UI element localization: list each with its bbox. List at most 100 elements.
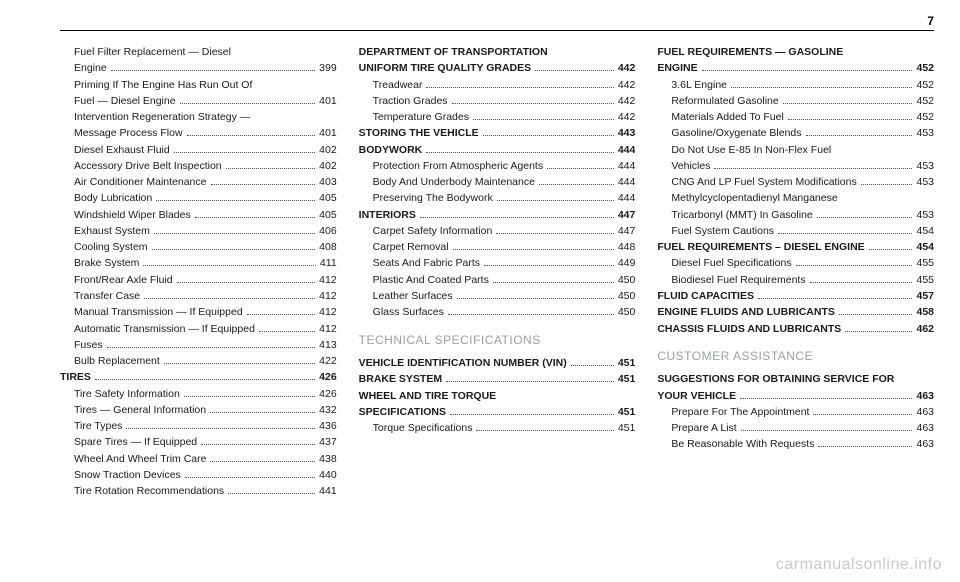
- toc-entry-page: 442: [616, 77, 636, 93]
- toc-entry: Be Reasonable With Requests463: [657, 436, 934, 452]
- toc-entry-page: 437: [317, 434, 337, 450]
- toc-entry: Transfer Case412: [60, 288, 337, 304]
- toc-entry-page: 453: [914, 207, 934, 223]
- toc-entry-label: Tire Types: [74, 418, 124, 434]
- toc-entry: Torque Specifications451: [359, 420, 636, 436]
- toc-entry-page: 411: [318, 255, 337, 271]
- toc-entry-page: 451: [616, 404, 636, 420]
- toc-entry-label: Gasoline/Oxygenate Blends: [671, 125, 803, 141]
- toc-entry: Body Lubrication405: [60, 190, 337, 206]
- toc-leader-dots: [426, 144, 614, 153]
- toc-entry: BRAKE SYSTEM 451: [359, 371, 636, 387]
- toc-entry-page: 452: [914, 109, 934, 125]
- toc-leader-dots: [731, 79, 912, 88]
- toc-leader-dots: [813, 406, 912, 415]
- toc-entry-page: 442: [616, 60, 636, 76]
- toc-entry: Fuel System Cautions454: [657, 223, 934, 239]
- toc-entry-page: 412: [317, 304, 337, 320]
- toc-entry-page: 451: [616, 355, 636, 371]
- toc-leader-dots: [247, 306, 315, 315]
- toc-entry-label: Treadwear: [373, 77, 425, 93]
- toc-leader-dots: [452, 95, 614, 104]
- toc-entry-page: 401: [317, 125, 337, 141]
- toc-entry-continuation: DEPARTMENT OF TRANSPORTATION: [359, 44, 636, 60]
- toc-leader-dots: [156, 192, 315, 201]
- toc-entry: ENGINE452: [657, 60, 934, 76]
- toc-leader-dots: [143, 258, 316, 267]
- toc-entry: Fuses413: [60, 337, 337, 353]
- toc-entry-page: 444: [616, 142, 636, 158]
- toc-leader-dots: [483, 127, 614, 136]
- toc-leader-dots: [185, 469, 315, 478]
- toc-entry: Exhaust System406: [60, 223, 337, 239]
- toc-entry-label: YOUR VEHICLE: [657, 388, 738, 404]
- toc-entry-label: Message Process Flow: [74, 125, 185, 141]
- toc-entry: Glass Surfaces450: [359, 304, 636, 320]
- toc-entry: Prepare A List463: [657, 420, 934, 436]
- toc-entry: SPECIFICATIONS 451: [359, 404, 636, 420]
- toc-entry-label: Fuel System Cautions: [671, 223, 776, 239]
- toc-entry: Body And Underbody Maintenance444: [359, 174, 636, 190]
- toc-entry: Message Process Flow 401: [60, 125, 337, 141]
- toc-leader-dots: [810, 274, 913, 283]
- toc-entry-page: 444: [616, 158, 636, 174]
- toc-entry-label: SPECIFICATIONS: [359, 404, 448, 420]
- toc-leader-dots: [869, 241, 913, 250]
- toc-entry: 3.6L Engine 452: [657, 77, 934, 93]
- toc-entry-continuation: Do Not Use E-85 In Non-Flex Fuel: [657, 142, 934, 158]
- toc-entry-page: 444: [616, 174, 636, 190]
- toc-entry-label: BRAKE SYSTEM: [359, 371, 444, 387]
- toc-entry-page: 455: [914, 255, 934, 271]
- toc-entry-label: 3.6L Engine: [671, 77, 729, 93]
- toc-column: Fuel Filter Replacement — DieselEngine39…: [60, 44, 337, 499]
- toc-entry-label: TIRES: [60, 369, 93, 385]
- toc-entry-page: 462: [914, 321, 934, 337]
- toc-entry-label: Biodiesel Fuel Requirements: [671, 272, 807, 288]
- toc-entry-label: Body Lubrication: [74, 190, 154, 206]
- toc-leader-dots: [778, 225, 912, 234]
- toc-leader-dots: [144, 290, 315, 299]
- toc-leader-dots: [741, 422, 913, 431]
- toc-entry-label: Bulb Replacement: [74, 353, 162, 369]
- toc-entry-continuation: Fuel Filter Replacement — Diesel: [60, 44, 337, 60]
- toc-entry-label: Traction Grades: [373, 93, 450, 109]
- toc-entry-page: 451: [616, 371, 636, 387]
- toc-entry: ENGINE FLUIDS AND LUBRICANTS458: [657, 304, 934, 320]
- toc-entry-label: Vehicles: [671, 158, 712, 174]
- toc-leader-dots: [228, 485, 315, 494]
- toc-entry-label: Transfer Case: [74, 288, 142, 304]
- toc-entry-page: 436: [317, 418, 337, 434]
- toc-entry: INTERIORS447: [359, 207, 636, 223]
- toc-entry-label: INTERIORS: [359, 207, 418, 223]
- toc-entry-page: 413: [317, 337, 337, 353]
- toc-leader-dots: [861, 176, 913, 185]
- toc-entry-page: 457: [914, 288, 934, 304]
- toc-entry-page: 450: [616, 304, 636, 320]
- toc-leader-dots: [164, 355, 315, 364]
- toc-entry-label: Front/Rear Axle Fluid: [74, 272, 175, 288]
- toc-leader-dots: [714, 160, 912, 169]
- toc-entry: Carpet Safety Information447: [359, 223, 636, 239]
- toc-entry: Tricarbonyl (MMT) In Gasoline453: [657, 207, 934, 223]
- toc-leader-dots: [758, 290, 913, 299]
- toc-entry: Accessory Drive Belt Inspection402: [60, 158, 337, 174]
- toc-entry: Automatic Transmission — If Equipped412: [60, 321, 337, 337]
- toc-entry-label: Preserving The Bodywork: [373, 190, 495, 206]
- toc-entry-page: 408: [317, 239, 337, 255]
- toc-entry: Plastic And Coated Parts450: [359, 272, 636, 288]
- toc-leader-dots: [453, 241, 614, 250]
- toc-leader-dots: [496, 225, 613, 234]
- toc-entry-label: UNIFORM TIRE QUALITY GRADES: [359, 60, 533, 76]
- toc-entry-page: 452: [914, 77, 934, 93]
- toc-entry-page: 463: [914, 388, 934, 404]
- toc-column: FUEL REQUIREMENTS — GASOLINEENGINE4523.6…: [657, 44, 934, 499]
- toc-entry: Seats And Fabric Parts449: [359, 255, 636, 271]
- toc-entry-label: Diesel Fuel Specifications: [671, 255, 793, 271]
- toc-leader-dots: [845, 323, 912, 332]
- toc-entry: FLUID CAPACITIES457: [657, 288, 934, 304]
- toc-leader-dots: [201, 436, 315, 445]
- toc-entry: TIRES426: [60, 369, 337, 385]
- toc-leader-dots: [426, 79, 613, 88]
- toc-leader-dots: [796, 258, 913, 267]
- toc-entry-continuation: Intervention Regeneration Strategy —: [60, 109, 337, 125]
